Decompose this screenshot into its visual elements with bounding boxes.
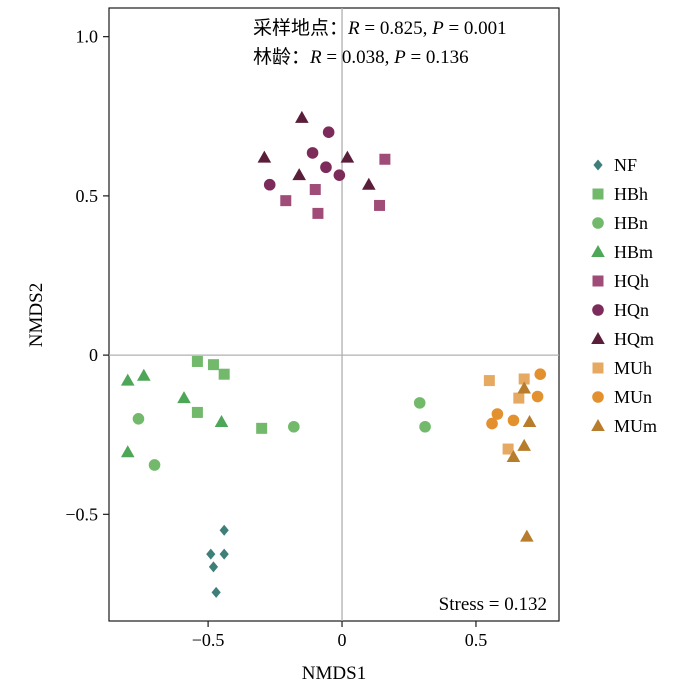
legend: NF HBh HBn HBm HQh HQn HQm MUh MUn MUm (591, 155, 657, 436)
point-mum (517, 438, 531, 451)
x-tick-label: −0.5 (192, 630, 225, 650)
legend-marker-nf (593, 159, 603, 171)
point-hbh (256, 422, 268, 434)
legend-label-mum: MUm (614, 416, 657, 436)
y-axis-title: NMDS2 (26, 283, 47, 347)
legend-label-hqh: HQh (614, 271, 649, 291)
point-hqh (374, 199, 386, 211)
legend-label-hbn: HBn (614, 213, 648, 233)
point-muh (483, 375, 495, 387)
point-hqh (280, 195, 292, 207)
point-hbm (177, 391, 191, 404)
point-mun (534, 368, 547, 381)
legend-marker-muh (592, 362, 604, 374)
point-hbm (137, 368, 151, 381)
legend-label-mun: MUn (614, 387, 652, 407)
point-nf (208, 561, 219, 573)
legend-label-hbm: HBm (614, 242, 653, 262)
point-nf (219, 524, 229, 536)
legend-label-muh: MUh (614, 358, 652, 378)
annotation-site: 采样地点：R = 0.825, P = 0.001 (253, 17, 507, 39)
y-tick-label: 0 (89, 345, 98, 365)
point-mun (507, 414, 520, 427)
point-mum (522, 414, 537, 427)
point-nf (211, 586, 221, 598)
point-mum (506, 450, 521, 463)
plot-frame (108, 7, 560, 622)
point-mum (517, 381, 531, 394)
point-hbm (120, 445, 135, 458)
point-hbn (413, 397, 426, 409)
legend-marker-hqh (592, 275, 604, 287)
point-muh (513, 392, 525, 404)
point-mun (531, 390, 544, 403)
point-hqh (379, 153, 391, 165)
legend-marker-hbn (592, 217, 604, 229)
point-hqm (362, 177, 376, 190)
stress-label: Stress = 0.132 (439, 594, 547, 615)
point-hqn (333, 169, 346, 181)
point-mum (520, 529, 534, 542)
legend-label-hbh: HBh (614, 184, 648, 204)
point-mun (491, 408, 504, 420)
point-hqh (312, 207, 324, 219)
point-hbh (191, 406, 203, 418)
point-hbh (218, 368, 230, 380)
point-hbn (132, 412, 145, 425)
y-tick-label: 1.0 (76, 27, 99, 47)
point-hqh (309, 184, 321, 196)
y-tick-label: −0.5 (65, 504, 98, 524)
reference-lines (109, 8, 559, 621)
x-axis-title: NMDS1 (302, 663, 366, 684)
point-hqn (320, 161, 332, 174)
point-hqm (292, 168, 306, 181)
point-hqn (263, 178, 276, 191)
point-hbh (191, 355, 203, 367)
point-hbm (120, 373, 135, 386)
point-nf (219, 548, 229, 560)
point-mun (486, 417, 498, 430)
point-muh (518, 373, 530, 385)
legend-label-hqn: HQn (614, 300, 649, 320)
annotation-age: 林龄：R = 0.038, P = 0.136 (253, 46, 469, 68)
axis-ticks: −0.5 0 0.5 −0.5 0 0.5 1.0 (65, 27, 487, 650)
point-hbn (288, 420, 300, 433)
legend-marker-hbh (592, 188, 604, 200)
point-hqm (295, 110, 309, 123)
legend-marker-mum (591, 419, 605, 431)
point-hqn (322, 126, 335, 138)
point-hqm (340, 150, 355, 163)
point-hqn (306, 147, 319, 159)
legend-label-hqm: HQm (614, 329, 654, 349)
legend-marker-mun (592, 391, 604, 403)
point-hbm (214, 414, 229, 427)
point-hbn (419, 420, 431, 433)
legend-marker-hqm (591, 332, 605, 344)
legend-marker-hqn (592, 304, 604, 316)
point-nf (206, 548, 216, 560)
point-hbh (207, 359, 219, 371)
point-muh (502, 443, 514, 455)
point-hqm (257, 150, 272, 163)
legend-marker-hbm (591, 245, 605, 257)
x-tick-label: 0.5 (465, 630, 488, 650)
y-tick-label: 0.5 (76, 186, 99, 206)
point-hbn (148, 459, 161, 471)
x-tick-label: 0 (338, 630, 347, 650)
legend-label-nf: NF (614, 155, 637, 175)
data-points (120, 110, 547, 598)
